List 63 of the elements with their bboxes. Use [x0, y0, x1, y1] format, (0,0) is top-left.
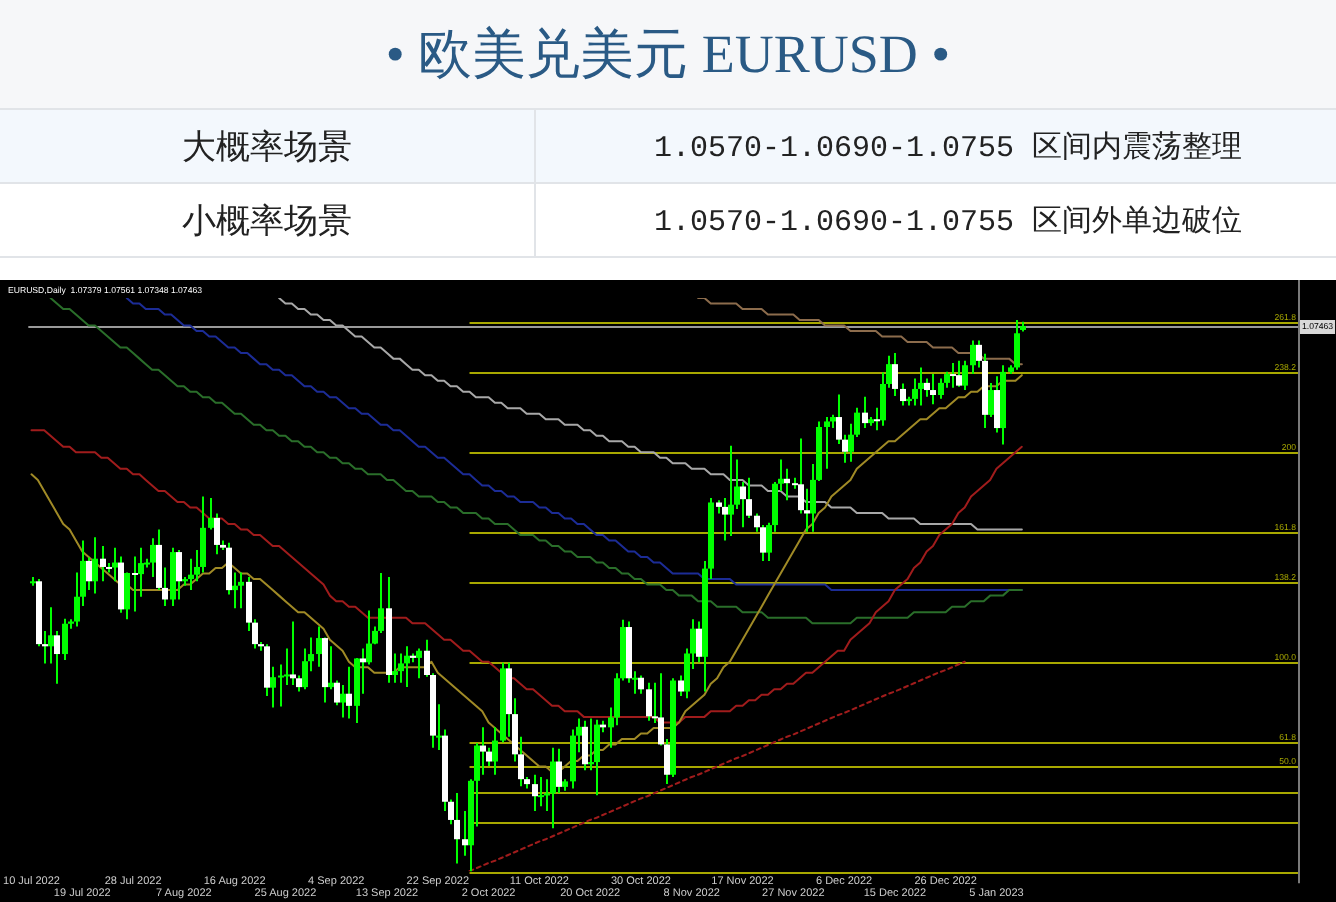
- candlestick: [200, 495, 206, 574]
- candlestick: [1014, 319, 1020, 371]
- candlestick: [938, 377, 944, 400]
- candlestick: [100, 545, 106, 583]
- candlestick: [962, 359, 968, 392]
- candlestick: [930, 373, 936, 406]
- candlestick: [994, 375, 1000, 434]
- candlestick: [118, 555, 124, 614]
- candlestick: [340, 683, 346, 719]
- text: 1.0570-1.0690-1.0755 区间内震荡整理: [536, 110, 1336, 184]
- candlestick: [538, 775, 544, 808]
- text: 1.0570-1.0690-1.0755 区间外单边破位: [536, 184, 1336, 258]
- candlestick: [354, 656, 360, 724]
- candlestick: [950, 362, 956, 389]
- candlestick: [86, 556, 92, 592]
- candlestick: [646, 681, 652, 722]
- candlestick: [188, 557, 194, 592]
- candlestick: [740, 481, 746, 529]
- candlestick: [416, 647, 422, 680]
- candlestick: [62, 617, 68, 662]
- candlestick: [290, 620, 296, 686]
- candlestick: [556, 747, 562, 794]
- candlestick: [480, 726, 486, 776]
- candlestick: [404, 645, 410, 689]
- candlestick: [150, 537, 156, 578]
- candlestick: [970, 339, 976, 376]
- candlestick: [900, 382, 906, 407]
- candlestick: [232, 571, 238, 610]
- candlestick: [132, 555, 138, 613]
- candlestick: [728, 444, 734, 538]
- text: • 欧美兑美元 EURUSD •: [0, 0, 1336, 110]
- candlestick: [492, 726, 498, 776]
- candlestick: [862, 395, 868, 430]
- candlestick: [346, 665, 352, 720]
- candlestick: [392, 652, 398, 684]
- text: 小概率场景: [0, 184, 536, 258]
- candlestick: [316, 625, 322, 668]
- candlestick: [328, 645, 334, 691]
- candlestick: [918, 366, 924, 407]
- candlestick: [824, 416, 830, 470]
- candlestick: [398, 652, 404, 684]
- candlestick: [582, 719, 588, 772]
- candlestick: [746, 476, 752, 519]
- text: 大概率场景: [0, 110, 536, 184]
- candlestick: [550, 746, 556, 830]
- candlestick: [176, 548, 182, 601]
- candlestick: [594, 718, 600, 797]
- candlestick: [208, 497, 214, 531]
- candlestick: [956, 359, 962, 388]
- candlestick: [532, 773, 538, 813]
- candlestick: [784, 467, 790, 502]
- candlestick: [722, 497, 728, 542]
- candlestick: [92, 536, 98, 595]
- candlestick: [988, 381, 994, 419]
- candlestick: [892, 352, 898, 398]
- candlestick: [124, 571, 130, 621]
- candlestick: [454, 791, 460, 865]
- candlestick: [270, 665, 276, 709]
- candlestick: [48, 606, 54, 665]
- candlestick: [112, 546, 118, 583]
- candlestick: [170, 546, 176, 608]
- candlestick: [638, 674, 644, 695]
- candlestick: [238, 571, 244, 610]
